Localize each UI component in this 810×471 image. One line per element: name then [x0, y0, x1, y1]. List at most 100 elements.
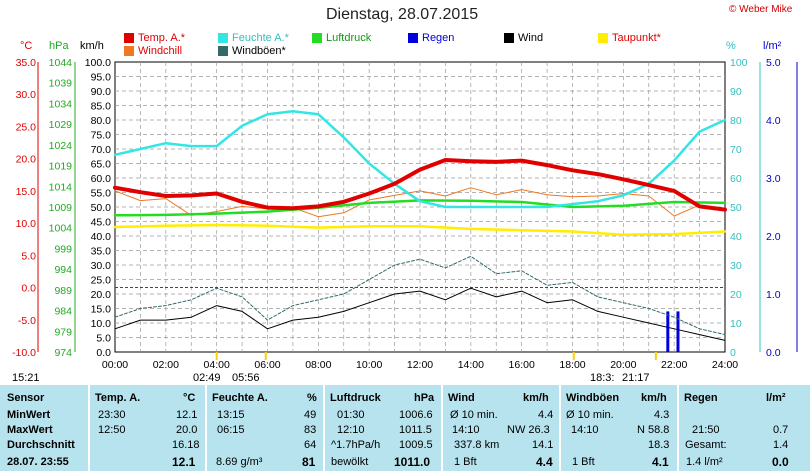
moonset-label: 18:3:: [590, 372, 615, 384]
x-tick-label: 24:00: [712, 359, 738, 371]
max-pressure-value: 1011.5: [399, 424, 432, 436]
summary-table: [0, 385, 810, 471]
legend-label-rain: Regen: [422, 32, 455, 44]
x-tick-label: 14:00: [458, 359, 484, 371]
x-tick-label: 00:00: [102, 359, 128, 371]
rain-total-value: 1.4: [773, 439, 789, 451]
wind-tick-label: 95.0: [91, 72, 112, 84]
table-header-wind: Wind: [448, 392, 475, 404]
rain-bar: [676, 311, 680, 352]
chart-title: Dienstag, 28.07.2015: [326, 6, 479, 23]
temp-tick-label: 20.0: [16, 154, 37, 166]
table-header-pressure: Luftdruck: [330, 392, 381, 404]
pressure-tick-label: 1044: [49, 57, 73, 69]
legend-swatch-rain: [408, 33, 418, 43]
max-temp-time: 12:50: [98, 424, 126, 436]
rain-total-label: Gesamt:: [685, 439, 727, 451]
legend-swatch-dewpoint: [598, 33, 608, 43]
series-line: [113, 223, 727, 236]
x-tick-label: 16:00: [509, 359, 535, 371]
x-tick-label: 22:00: [661, 359, 687, 371]
current-humidity-value: 81: [302, 455, 316, 469]
pressure-tick-label: 994: [54, 264, 72, 276]
min-humidity-time: 13:15: [217, 409, 245, 421]
legend-label-dewpoint: Taupunkt*: [612, 32, 661, 44]
humidity-tick-label: 40: [730, 231, 742, 243]
max-wind-time: 14:10: [452, 424, 480, 436]
pressure-tick-label: 1009: [49, 202, 73, 214]
pressure-trend: ^1.7hPa/h: [331, 439, 381, 451]
table-header-sensor: Sensor: [7, 392, 45, 404]
current-rain-value: 0.0: [772, 455, 789, 469]
humidity-tick-label: 0: [730, 347, 736, 359]
row-label-current: 28.07. 23:55: [7, 456, 69, 468]
series-line: [114, 255, 726, 336]
rain-tick-label: 4.0: [766, 115, 781, 127]
max-wind-value: NW 26.3: [507, 424, 550, 436]
max-rain-value: 0.7: [773, 424, 789, 436]
pressure-tick-label: 1014: [49, 181, 73, 193]
moonrise-label: 02:49: [193, 372, 221, 384]
min-temp-time: 23:30: [98, 409, 126, 421]
wind-tick-label: 100.0: [85, 57, 111, 69]
temp-tick-label: 0.0: [21, 283, 36, 295]
current-gusts-value: 4.1: [652, 455, 669, 469]
row-label-min: MinWert: [7, 409, 51, 421]
pressure-tick-label: 999: [54, 243, 72, 255]
x-tick-label: 02:00: [153, 359, 179, 371]
wind-tick-label: 5.0: [96, 333, 111, 345]
rain-unit: l/m²: [763, 40, 782, 52]
humidity-tick-label: 70: [730, 144, 742, 156]
current-pressure-value: 1011.0: [394, 455, 431, 469]
copyright-link[interactable]: © Weber Mike: [729, 4, 793, 15]
pressure-tick-label: 984: [54, 306, 72, 318]
max-pressure-time: 12:10: [337, 424, 365, 436]
pressure-tick-label: 979: [54, 326, 72, 338]
wind-tick-label: 80.0: [91, 115, 112, 127]
current-time-label: 15:21: [12, 372, 40, 384]
legend-label-temp: Temp. A.*: [138, 32, 186, 44]
row-label-max: MaxWert: [7, 424, 53, 436]
legend-swatch-windchill: [124, 46, 134, 56]
wind-tick-label: 10.0: [91, 318, 112, 330]
temp-tick-label: 30.0: [16, 89, 37, 101]
humidity-tick-label: 60: [730, 173, 742, 185]
table-header-rain-unit: l/m²: [766, 392, 786, 404]
pressure-tick-label: 974: [54, 347, 72, 359]
wind-tick-label: 15.0: [91, 304, 112, 316]
min-pressure-time: 01:30: [337, 409, 365, 421]
table-header-rain: Regen: [684, 392, 718, 404]
avg-wind-value: 14.1: [532, 439, 554, 451]
legend-swatch-gusts: [218, 46, 228, 56]
series-line: [114, 187, 726, 218]
pressure-tick-label: 1039: [49, 78, 73, 90]
temp-tick-label: 10.0: [16, 218, 37, 230]
table-header-temp: Temp. A.: [95, 392, 141, 404]
min-gusts-label: Ø 10 min.: [566, 409, 614, 421]
legend-label-wind: Wind: [518, 32, 544, 44]
x-tick-label: 08:00: [305, 359, 331, 371]
humidity-tick-label: 10: [730, 318, 742, 330]
wind-tick-label: 30.0: [91, 260, 112, 272]
series-line: [114, 287, 726, 341]
table-header-gusts-unit: km/h: [641, 392, 667, 404]
max-temp-value: 20.0: [176, 424, 198, 436]
table-header-gusts: Windböen: [566, 392, 620, 404]
current-wind-value: 4.4: [536, 455, 553, 469]
wind-distance: 337.8 km: [454, 439, 500, 451]
rain-tick-label: 5.0: [766, 57, 781, 69]
table-header-humidity-unit: %: [307, 392, 317, 404]
wind-tick-label: 60.0: [91, 173, 112, 185]
x-tick-label: 20:00: [610, 359, 636, 371]
pressure-unit: hPa: [49, 40, 69, 52]
legend-label-gusts: Windböen*: [232, 45, 286, 57]
sunrise-label: 05:56: [232, 372, 260, 384]
wind-tick-label: 0.0: [96, 347, 111, 359]
wind-tick-label: 50.0: [91, 202, 112, 214]
current-gusts-bft: 1 Bft: [572, 456, 595, 468]
current-rain-label: 1.4 l/m²: [686, 456, 723, 468]
humidity-tick-label: 20: [730, 289, 742, 301]
temp-tick-label: 5.0: [21, 250, 36, 262]
rain-tick-label: 2.0: [766, 231, 781, 243]
max-gusts-time: 14:10: [571, 424, 599, 436]
